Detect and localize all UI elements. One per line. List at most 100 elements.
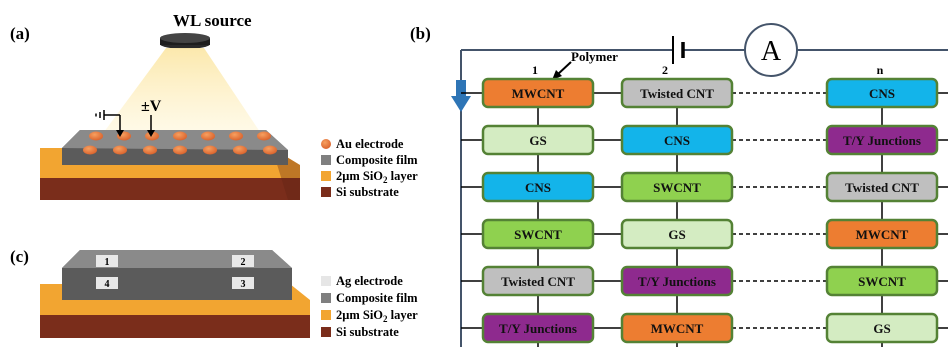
component-box-gs: [825, 312, 939, 344]
component-box-twisted-cnt: [481, 265, 595, 297]
voltage-label: ±V: [141, 98, 162, 115]
legend-swatch: [321, 171, 331, 181]
component-box-swcnt: [620, 171, 734, 203]
component-box-cns: [620, 124, 734, 156]
au-electrode: [229, 131, 243, 141]
legend-swatch: [321, 187, 331, 197]
au-electrode: [145, 131, 159, 141]
component-box-t-y-junctions: [481, 312, 595, 344]
component-box-swcnt: [481, 218, 595, 250]
pad-label-4: 4: [105, 279, 110, 290]
column-label-n: n: [877, 63, 884, 77]
component-label-cns: CNS: [525, 180, 551, 195]
component-label-t-y-junctions: T/Y Junctions: [499, 321, 577, 336]
panel-a-label: (a): [10, 24, 30, 43]
component-label-swcnt: SWCNT: [858, 274, 906, 289]
component-box-twisted-cnt: [620, 77, 734, 109]
panel-a: (a) WL source: [10, 11, 418, 200]
panel-c-legend: Ag electrode Composite film 2μm SiO2 lay…: [321, 274, 418, 339]
ag-electrode-4: [96, 277, 118, 289]
legend-swatch: [321, 155, 331, 165]
ammeter-label: A: [761, 36, 782, 67]
battery-symbol: [672, 36, 685, 64]
legend-composite-film: Composite film: [336, 291, 418, 305]
legend-swatch: [321, 139, 331, 149]
light-cone: [104, 48, 260, 132]
component-box-twisted-cnt: [825, 171, 939, 203]
au-electrode: [89, 131, 103, 141]
ag-electrode-pads: 1 2 4 3: [96, 255, 254, 290]
au-electrode: [143, 145, 157, 155]
au-electrode: [263, 145, 277, 155]
polymer-label: Polymer: [571, 49, 618, 64]
panel-b-label: (b): [410, 24, 431, 43]
ground-probe: [95, 110, 124, 137]
component-label-gs: GS: [668, 227, 685, 242]
legend-si-substrate: Si substrate: [336, 325, 399, 339]
polymer-arrow: [552, 61, 572, 80]
panel-c-label: (c): [10, 247, 29, 266]
legend-swatch: [321, 293, 331, 303]
au-electrode: [257, 131, 271, 141]
component-label-gs: GS: [529, 133, 546, 148]
component-box-t-y-junctions: [825, 124, 939, 156]
au-electrode: [173, 131, 187, 141]
component-box-cns: [825, 77, 939, 109]
component-box-mwcnt: [825, 218, 939, 250]
au-electrode: [113, 145, 127, 155]
legend-si-substrate: Si substrate: [336, 185, 399, 199]
component-label-t-y-junctions: T/Y Junctions: [638, 274, 716, 289]
ag-electrode-3: [232, 277, 254, 289]
column-label-2: 2: [662, 63, 668, 77]
component-box-swcnt: [825, 265, 939, 297]
ammeter: [744, 23, 798, 77]
si-substrate: [40, 315, 310, 338]
component-box-mwcnt: [620, 312, 734, 344]
ag-electrode-2: [232, 255, 254, 267]
component-label-swcnt: SWCNT: [653, 180, 701, 195]
component-label-twisted-cnt: Twisted CNT: [501, 274, 575, 289]
component-box-t-y-junctions: [620, 265, 734, 297]
component-box-mwcnt: [481, 77, 595, 109]
component-label-twisted-cnt: Twisted CNT: [845, 180, 919, 195]
wl-source-label: WL source: [173, 11, 252, 30]
au-electrode: [173, 145, 187, 155]
legend-composite-film: Composite film: [336, 153, 418, 167]
pad-label-2: 2: [241, 257, 246, 268]
ag-electrode-1: [96, 255, 118, 267]
au-electrode: [203, 145, 217, 155]
component-label-gs: GS: [873, 321, 890, 336]
component-label-t-y-junctions: T/Y Junctions: [843, 133, 921, 148]
legend-swatch: [321, 310, 331, 320]
component-label-twisted-cnt: Twisted CNT: [640, 86, 714, 101]
pad-label-1: 1: [105, 257, 110, 268]
legend-swatch: [321, 327, 331, 337]
column-label-1: 1: [532, 63, 538, 77]
component-box-gs: [481, 124, 595, 156]
legend-sio2-layer: 2μm SiO2 layer: [336, 308, 418, 324]
component-box-gs: [620, 218, 734, 250]
legend-ag-electrode: Ag electrode: [336, 274, 403, 288]
component-box-cns: [481, 171, 595, 203]
au-electrode: [83, 145, 97, 155]
panel-a-legend: Au electrode Composite film 2μm SiO2 lay…: [321, 137, 418, 199]
legend-sio2-layer: 2μm SiO2 layer: [336, 169, 418, 185]
au-electrode: [201, 131, 215, 141]
pad-label-3: 3: [241, 279, 246, 290]
voltage-probe: [147, 115, 155, 137]
component-label-mwcnt: MWCNT: [651, 321, 704, 336]
component-label-swcnt: SWCNT: [514, 227, 562, 242]
si-substrate: [40, 178, 300, 200]
panel-c: (c) 1 2 4 3 Ag electrode Composite film …: [10, 247, 418, 339]
component-label-cns: CNS: [664, 133, 690, 148]
component-network: MWCNT Twisted CNT CNS GS CNS T/Y Junctions CNS…: [461, 77, 948, 347]
legend-swatch: [321, 276, 331, 286]
component-label-cns: CNS: [869, 86, 895, 101]
au-electrode: [233, 145, 247, 155]
panel-b: (b) A 1 2 n Polymer MWCNT Twisted CNT CNS G…: [410, 23, 948, 347]
au-electrode-array: [83, 131, 277, 155]
component-label-mwcnt: MWCNT: [856, 227, 909, 242]
component-label-mwcnt: MWCNT: [512, 86, 565, 101]
legend-au-electrode: Au electrode: [336, 137, 404, 151]
